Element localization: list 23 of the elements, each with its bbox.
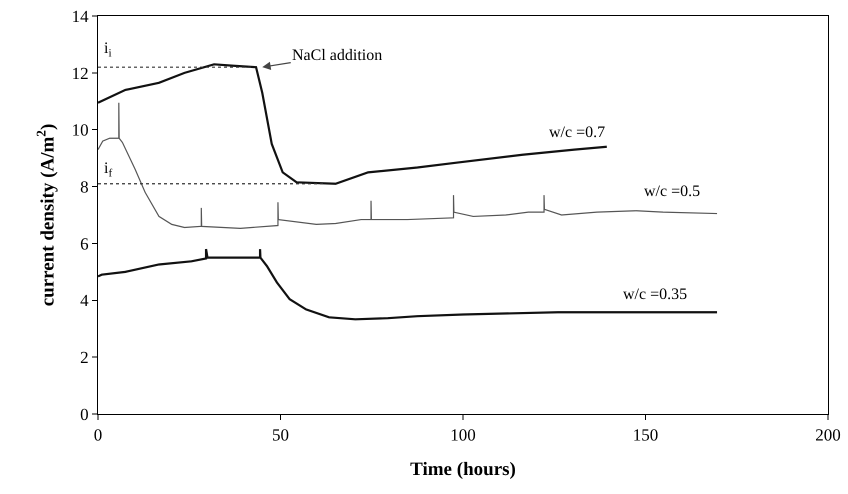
y-tick-label: 14 [72,6,90,26]
x-axis-title: Time (hours) [410,459,516,480]
x-tick-label: 100 [450,425,476,444]
line-series [98,248,718,320]
x-tick-label: 50 [272,425,289,444]
y-tick-label: 2 [80,348,89,368]
x-tick-label: 0 [94,425,102,444]
y-tick-label: 6 [80,234,89,254]
series-label: w/c =0.35 [623,286,688,303]
line-series [98,102,718,229]
y-tick-label: 4 [80,291,90,310]
line-series [98,63,608,185]
y-tick-label: 10 [72,120,89,140]
x-tick-label: 150 [632,425,658,444]
y-tick-label: 8 [80,178,89,197]
y-tick-label: 12 [72,64,89,83]
series-label: i$_{f}$ [104,160,112,180]
annotation: NaCl addition [292,47,382,64]
series-label: i$_{i}$ [104,40,112,60]
y-tick-label: 0 [80,404,89,424]
series-label: w/c =0.5 [644,183,700,200]
x-tick-label: 200 [815,425,841,444]
series-label: w/c =0.7 [549,124,606,141]
